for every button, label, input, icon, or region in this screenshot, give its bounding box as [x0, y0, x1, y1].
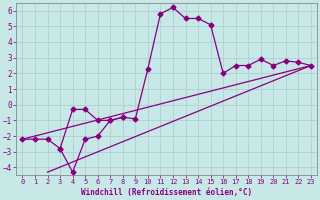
X-axis label: Windchill (Refroidissement éolien,°C): Windchill (Refroidissement éolien,°C) — [81, 188, 252, 197]
